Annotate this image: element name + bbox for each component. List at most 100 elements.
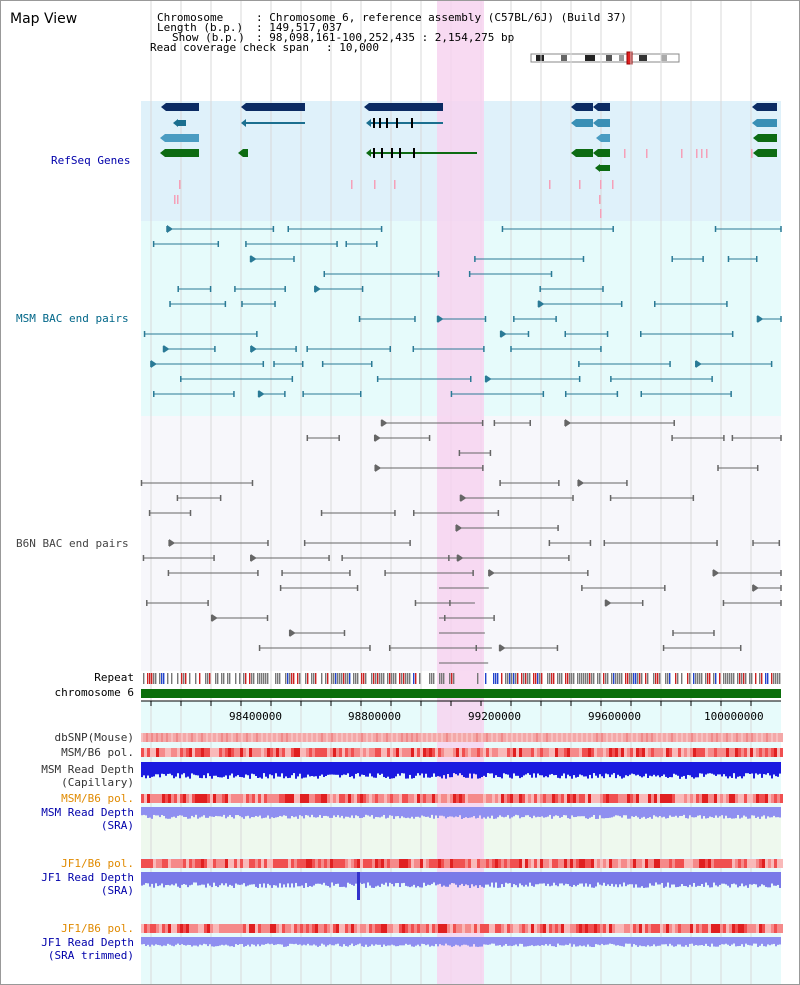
heat-cell (492, 924, 495, 933)
read-depth-bar (357, 762, 359, 774)
read-depth-bar (769, 807, 771, 818)
track-label-refseq[interactable]: RefSeq Genes (51, 154, 131, 167)
heat-cell (246, 748, 249, 757)
read-depth-bar (617, 937, 619, 946)
read-depth-bar (403, 937, 405, 946)
read-depth-bar (333, 872, 335, 886)
refseq-gene-arrow (752, 119, 757, 127)
read-depth-bar (575, 872, 577, 887)
heat-cell (324, 748, 327, 757)
heat-cell (147, 859, 150, 868)
heat-cell (657, 794, 660, 803)
read-depth-bar (211, 762, 213, 779)
msm-bac-pair-arrow (250, 255, 257, 263)
read-depth-bar (159, 762, 161, 778)
heat-cell (436, 733, 438, 742)
heat-cell (777, 924, 780, 933)
heat-cell (405, 924, 408, 933)
read-depth-bar (745, 872, 747, 886)
read-depth-bar (555, 872, 557, 886)
read-depth-bar (373, 762, 375, 778)
heat-cell (249, 924, 252, 933)
heat-cell (180, 794, 183, 803)
read-depth-bar (321, 937, 323, 944)
read-depth-bar (295, 762, 297, 779)
read-depth-bar (249, 807, 251, 819)
heat-cell (646, 733, 648, 742)
heat-cell (651, 748, 654, 757)
read-depth-bar (689, 807, 691, 816)
heat-cell (381, 859, 384, 868)
read-depth-bar (749, 872, 751, 885)
read-depth-bar (723, 937, 725, 945)
read-depth-bar (313, 937, 315, 945)
read-depth-bar (729, 807, 731, 818)
heat-cell (714, 733, 717, 742)
heat-cell (219, 733, 222, 742)
heat-cell (645, 748, 648, 757)
read-depth-bar (559, 807, 561, 818)
heat-cell (732, 748, 735, 757)
heat-cell (594, 748, 597, 757)
heat-cell (366, 794, 369, 803)
read-depth-bar (765, 937, 767, 947)
heat-cell (297, 794, 300, 803)
read-depth-bar (297, 762, 299, 777)
repeat-element (729, 673, 731, 684)
heat-cell (579, 748, 582, 757)
heat-cell (361, 733, 363, 742)
heat-cell (156, 733, 158, 742)
heat-cell (765, 748, 768, 757)
read-depth-bar (231, 937, 233, 947)
read-depth-bar (233, 762, 235, 778)
read-depth-bar (519, 807, 521, 819)
read-depth-bar (479, 872, 481, 886)
read-depth-bar (149, 807, 151, 818)
heat-cell (516, 924, 519, 933)
heat-cell (146, 733, 148, 742)
heat-cell (534, 733, 537, 742)
repeat-element (261, 673, 263, 684)
heat-cell (219, 794, 222, 803)
heat-cell (192, 794, 195, 803)
track-label-b6n-bac[interactable]: B6N BAC end pairs (16, 537, 129, 550)
heat-cell (498, 794, 501, 803)
repeat-element (251, 673, 253, 684)
read-depth-bar (763, 937, 765, 947)
heat-cell (639, 733, 642, 742)
heat-cell (477, 794, 480, 803)
repeat-element (513, 673, 515, 684)
read-depth-bar (523, 937, 525, 947)
heat-cell (228, 924, 231, 933)
heat-cell (756, 794, 759, 803)
heat-cell (246, 859, 249, 868)
heat-cell (249, 794, 252, 803)
read-depth-bar (695, 762, 697, 778)
heat-cell (357, 859, 360, 868)
repeat-element (739, 673, 741, 684)
read-depth-bar (183, 807, 185, 817)
read-depth-bar (463, 937, 465, 945)
read-depth-bar (331, 762, 333, 775)
heat-cell (699, 794, 702, 803)
read-depth-bar (501, 807, 503, 817)
read-depth-bar (267, 762, 269, 779)
read-depth-bar (217, 807, 219, 817)
repeat-element (209, 673, 211, 684)
read-depth-bar (581, 937, 583, 947)
heat-cell (420, 924, 423, 933)
read-depth-bar (667, 937, 669, 947)
track-label-msm-bac[interactable]: MSM BAC end pairs (16, 312, 129, 325)
read-depth-bar (235, 872, 237, 884)
refseq-mark (646, 149, 648, 158)
read-depth-bar (399, 762, 401, 776)
read-depth-bar (681, 762, 683, 777)
heat-cell (471, 733, 473, 742)
heat-cell (243, 924, 246, 933)
repeat-element (405, 673, 407, 684)
read-depth-bar (527, 807, 529, 816)
read-depth-bar (773, 762, 775, 775)
ideogram-band (639, 55, 647, 61)
heat-cell (594, 794, 597, 803)
